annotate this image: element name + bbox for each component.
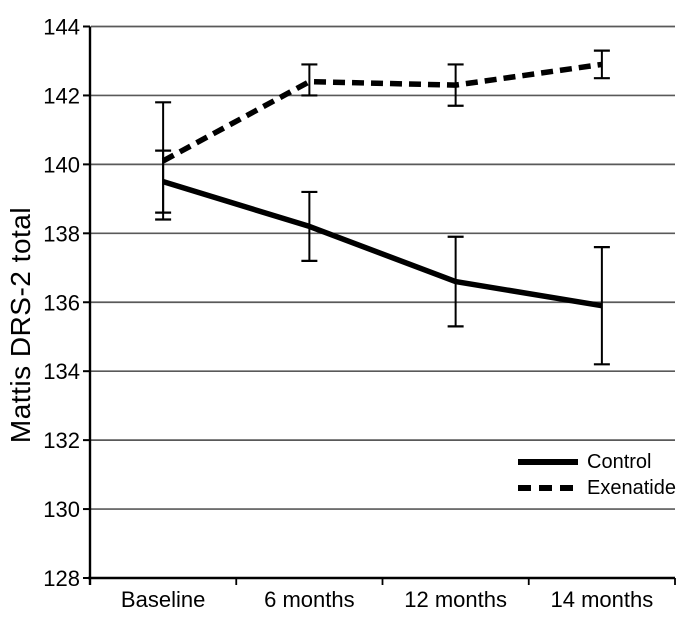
x-category-label: Baseline [121, 587, 205, 612]
control-line [162, 178, 603, 309]
y-tick-label: 130 [43, 497, 80, 522]
legend-label-control: Control [587, 451, 652, 473]
exenatide-line [161, 61, 603, 164]
legend-label-exenatide: Exenatide [587, 477, 676, 499]
y-axis-title: Mattis DRS-2 total [5, 206, 36, 444]
legend: Control Exenatide [518, 449, 676, 501]
x-category-label: 6 months [264, 587, 355, 612]
y-tick-label: 142 [43, 83, 80, 108]
exenatide-line-swatch [518, 485, 578, 491]
y-tick-label: 144 [43, 15, 80, 40]
control-line-swatch [518, 459, 578, 465]
y-tick-label: 134 [43, 359, 80, 384]
y-tick-label: 128 [43, 566, 80, 591]
legend-item-exenatide: Exenatide [518, 475, 676, 501]
y-tick-label: 132 [43, 428, 80, 453]
y-tick-label: 138 [43, 221, 80, 246]
legend-item-control: Control [518, 449, 676, 475]
x-category-label: 12 months [404, 587, 507, 612]
y-tick-label: 140 [43, 152, 80, 177]
y-tick-label: 136 [43, 290, 80, 315]
x-category-label: 14 months [551, 587, 654, 612]
